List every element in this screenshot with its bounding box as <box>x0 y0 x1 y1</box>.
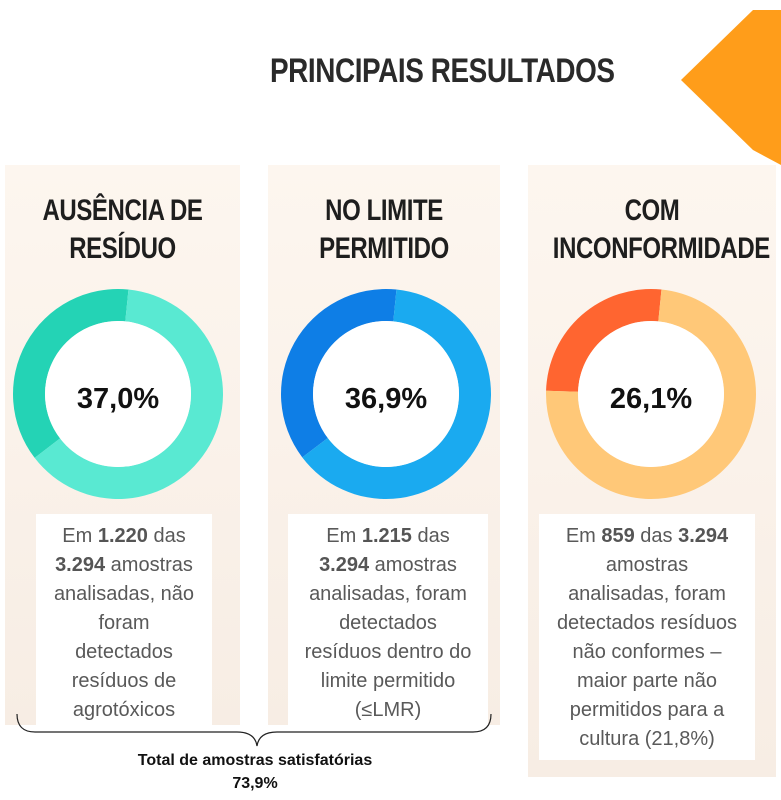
description-line: 3.294 amostras <box>55 554 193 576</box>
total-label: Total de amostras satisfatórias <box>137 752 373 769</box>
heading-inconformidade: COM INCONFORMIDADE <box>528 192 776 268</box>
description-line: detectados resíduos <box>556 612 738 634</box>
donut-segment-value <box>302 289 491 499</box>
description-line: agrotóxicos <box>72 699 176 721</box>
donut-segment-rest <box>281 289 397 458</box>
description-line: Em 859 das 3.294 <box>565 525 729 547</box>
donut-segment-rest <box>546 289 662 392</box>
description-limite: Em 1.215 das 3.294 amostras analisadas, fo… <box>288 514 488 732</box>
description-line: detectados <box>75 641 173 663</box>
heading-line: RESÍDUO <box>69 232 176 265</box>
donut-segment-value <box>546 289 756 499</box>
orange-corner-shape <box>681 10 781 165</box>
description-line: 3.294 amostras <box>319 554 457 576</box>
percent-label-ausencia: 37,0% <box>76 383 160 415</box>
percent-label-inconformidade: 26,1% <box>609 383 693 415</box>
description-line: analisadas, foram <box>568 583 726 605</box>
description-line: resíduos de <box>71 670 177 692</box>
heading-line: INCONFORMIDADE <box>552 232 770 265</box>
heading-limite: NO LIMITE PERMITIDO <box>268 192 500 268</box>
donut-segment-value <box>34 289 223 499</box>
description-line: (≤LMR) <box>354 699 422 721</box>
donut-chart-inconformidade <box>546 289 756 499</box>
donut-segment-rest <box>12 289 129 458</box>
description-line: permitidos para a <box>569 699 725 721</box>
description-line: cultura (21,8%) <box>579 728 715 750</box>
heading-line: NO LIMITE <box>325 194 443 227</box>
heading-ausencia: AUSÊNCIA DE RESÍDUO <box>5 192 240 268</box>
donut-chart-ausencia <box>12 289 223 499</box>
description-line: Em 1.220 das <box>62 525 186 547</box>
total-value: 73,9% <box>232 775 278 792</box>
description-line: não conformes – <box>572 641 722 663</box>
description-ausencia: Em 1.220 das 3.294 amostras analisadas, nã… <box>36 514 212 732</box>
donut-hole <box>313 321 459 467</box>
description-line: maior parte não <box>576 670 718 692</box>
heading-line: PERMITIDO <box>319 232 449 265</box>
description-line: analisadas, foram <box>309 583 467 605</box>
donut-hole <box>45 321 191 467</box>
description-line: limite permitido <box>320 670 456 692</box>
description-line: detectados <box>339 612 437 634</box>
page-title: PRINCIPAIS RESULTADOS <box>270 52 615 90</box>
donut-chart-limite <box>281 289 491 499</box>
heading-line: AUSÊNCIA DE <box>42 194 203 227</box>
percent-label-limite: 36,9% <box>344 383 428 415</box>
description-line: resíduos dentro do <box>304 641 472 663</box>
donut-hole <box>578 321 724 467</box>
description-line: Em 1.215 das <box>326 525 450 547</box>
description-inconformidade: Em 859 das 3.294 amostras analisadas, fora… <box>539 514 755 760</box>
description-line: foram <box>98 612 150 634</box>
curly-brace <box>16 713 492 747</box>
description-line: amostras <box>605 554 689 576</box>
description-line: analisadas, não <box>53 583 195 605</box>
heading-line: COM <box>624 194 680 227</box>
